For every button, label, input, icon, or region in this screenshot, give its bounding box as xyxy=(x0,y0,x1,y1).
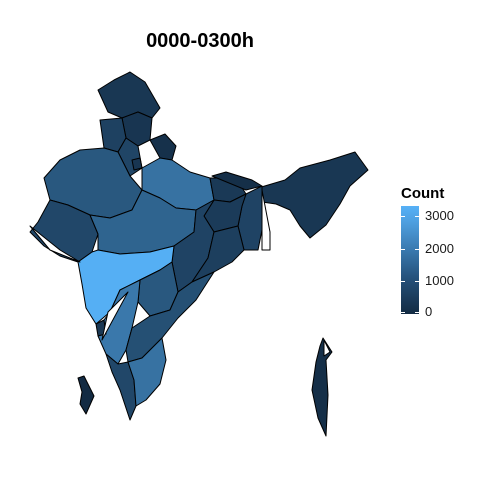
region-odisha xyxy=(191,225,245,283)
legend-tick-mark xyxy=(401,281,405,282)
region-northeast xyxy=(257,151,369,239)
region-jammu-and-kashmir xyxy=(97,71,161,119)
coastline-sliver xyxy=(29,225,81,263)
legend-tick-label: 0 xyxy=(425,304,433,319)
region-delhi xyxy=(131,157,143,171)
region-uttarakhand xyxy=(149,133,177,161)
legend-tick-mark xyxy=(401,249,405,250)
coastline-sliver xyxy=(101,291,129,341)
legend-tick-label: 1000 xyxy=(425,273,454,288)
legend-tick-label: 3000 xyxy=(425,208,454,223)
legend-title: Count xyxy=(401,185,445,202)
legend-tick-mark xyxy=(415,216,419,217)
legend-colorbar xyxy=(401,206,419,314)
legend-tick-mark xyxy=(401,312,405,313)
map-title: 0000-0300h xyxy=(146,30,254,52)
coastline-sliver xyxy=(261,189,271,251)
region-sikkim xyxy=(211,171,263,191)
legend-tick-mark xyxy=(415,249,419,250)
legend-tick-label: 2000 xyxy=(425,241,454,256)
legend-tick-mark xyxy=(415,281,419,282)
legend-tick-mark xyxy=(401,216,405,217)
region-tamil-nadu xyxy=(127,337,167,407)
region-andhra-pradesh xyxy=(125,271,215,363)
legend-tick-mark xyxy=(415,312,419,313)
coastline-sliver xyxy=(323,339,331,357)
region-andaman-and-nicobar xyxy=(311,337,333,437)
region-lakshadweep xyxy=(77,375,95,415)
